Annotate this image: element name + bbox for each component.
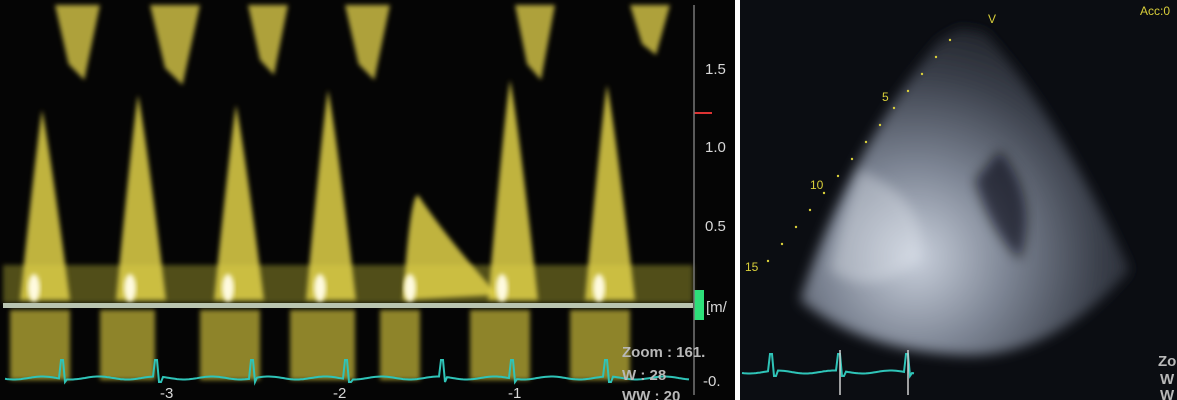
reverse-flow [470, 310, 530, 380]
aliased-flow [630, 5, 670, 55]
systolic-peak [306, 90, 356, 300]
reverse-flow [380, 310, 420, 380]
reverse-flow [10, 310, 70, 380]
peak-highlight [314, 274, 326, 302]
echo-info: W [1160, 387, 1175, 400]
doppler-spectrum [3, 5, 693, 380]
systolic-peak [214, 105, 264, 300]
reverse-flow [100, 310, 155, 380]
width-info: W : 28 [622, 367, 666, 384]
velocity-tick: 1.0 [705, 139, 726, 156]
velocity-tick: -0. [703, 373, 721, 390]
peak-highlight [404, 274, 416, 302]
reverse-flow [570, 310, 630, 380]
peak-highlight [496, 274, 508, 302]
depth-dot [934, 55, 938, 59]
systolic-peak [403, 195, 498, 300]
depth-dot [920, 72, 924, 76]
echo-info: W [1160, 371, 1175, 388]
orientation-marker: V [988, 12, 996, 26]
depth-dot [836, 174, 840, 178]
depth-tick: 15 [745, 260, 759, 274]
depth-dot [906, 89, 910, 93]
time-tick: -3 [160, 385, 173, 400]
acc-info: Acc:0 [1140, 4, 1170, 18]
aliased-flow [150, 5, 200, 85]
peak-highlight [124, 274, 136, 302]
ecg-trace [4, 359, 690, 386]
aliased-flow [345, 5, 390, 80]
velocity-unit: [m/ [706, 299, 728, 316]
depth-dot [878, 123, 882, 127]
reverse-flow [290, 310, 355, 380]
depth-dot [794, 225, 798, 229]
systolic-peak [488, 80, 538, 300]
echo-wall [830, 170, 922, 283]
depth-dot [808, 208, 812, 212]
velocity-tick: 1.5 [705, 61, 726, 78]
zoom-info: Zoom : 161. [622, 344, 705, 361]
systolic-peak [116, 95, 166, 300]
peak-highlight [28, 274, 40, 302]
depth-tick: 10 [810, 178, 824, 192]
velocity-tick: 0.5 [705, 218, 726, 235]
depth-scale [766, 38, 952, 263]
peak-highlight [593, 274, 605, 302]
depth-dot [864, 140, 868, 144]
depth-tick: 5 [882, 90, 889, 104]
depth-dot [948, 38, 952, 42]
peak-highlight [222, 274, 234, 302]
aliased-flow [515, 5, 555, 80]
time-tick: -2 [333, 385, 346, 400]
depth-dot [822, 191, 826, 195]
depth-dot [850, 157, 854, 161]
systolic-peak [585, 85, 635, 300]
aliased-flow [248, 5, 288, 75]
aliased-flow [55, 5, 100, 80]
depth-dot [780, 242, 784, 246]
baseline-marker [694, 290, 704, 320]
systolic-peak [20, 110, 70, 300]
ecg-trace [741, 353, 915, 379]
baseline [3, 303, 693, 308]
echo-info: Zo [1158, 353, 1176, 370]
time-tick: -1 [508, 385, 521, 400]
depth-dot [766, 259, 770, 263]
depth-dot [892, 106, 896, 110]
window-info: WW : 20 [622, 388, 680, 400]
echo-cavity [975, 150, 1027, 260]
